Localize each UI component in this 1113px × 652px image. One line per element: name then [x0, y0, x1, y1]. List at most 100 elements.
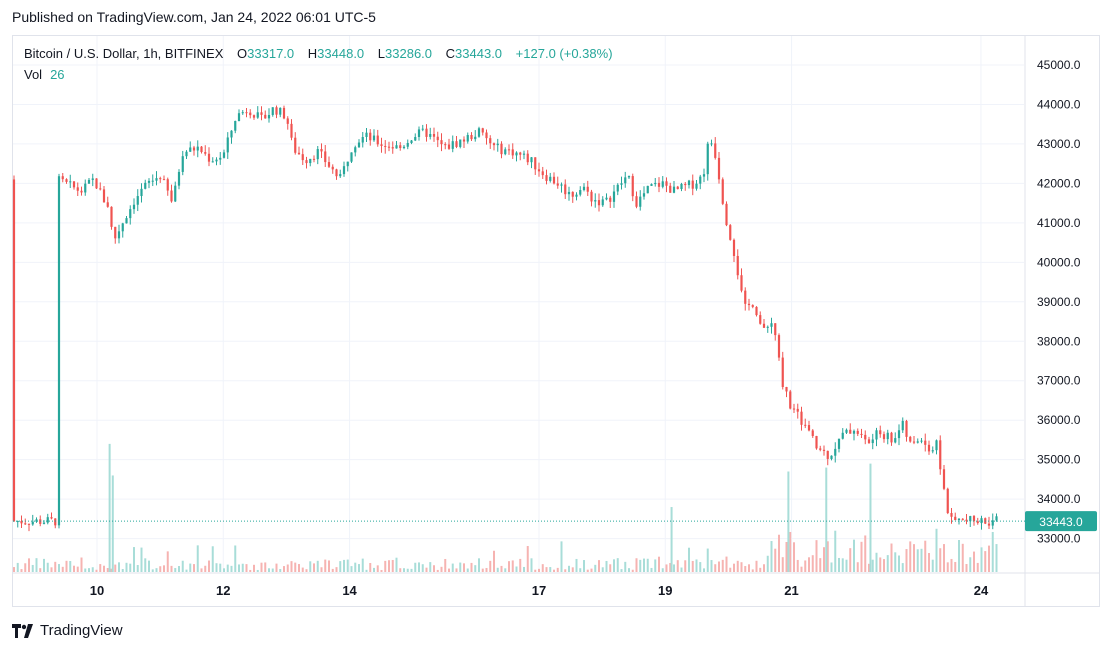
candle-body — [65, 179, 68, 182]
volume-bar — [144, 558, 147, 572]
volume-bar — [684, 560, 687, 572]
volume-bar — [541, 564, 544, 572]
volume-bar — [391, 559, 394, 572]
candle-body — [755, 306, 758, 316]
candle-body — [387, 146, 391, 148]
volume-bar — [886, 555, 889, 572]
x-tick-label: 10 — [90, 583, 104, 598]
candle-body — [384, 145, 387, 147]
volume-bar — [976, 562, 979, 572]
candle-body — [946, 488, 949, 514]
chart-frame[interactable] — [12, 35, 1100, 607]
y-tick-label: 36000.0 — [1037, 413, 1081, 427]
volume-bar — [28, 558, 30, 572]
candle-body — [436, 136, 439, 141]
candle-body — [837, 438, 841, 449]
volume-bar — [425, 567, 428, 572]
candle-body — [485, 132, 488, 139]
volume-legend: Vol 26 — [24, 67, 65, 82]
candle-body — [927, 444, 931, 452]
candle-body — [125, 218, 128, 224]
volume-bar — [740, 562, 743, 572]
candle-body — [95, 178, 98, 189]
candle-body — [635, 196, 638, 207]
candle-body — [556, 183, 559, 186]
candle-body — [500, 143, 503, 155]
volume-bar — [658, 556, 660, 572]
volume-bar — [466, 568, 469, 572]
volume-bar — [121, 569, 124, 572]
volume-bar — [860, 541, 863, 572]
volume-bar — [868, 563, 870, 572]
volume-bar — [590, 568, 593, 572]
candle-body — [376, 135, 379, 145]
candle-body — [174, 185, 177, 202]
volume-bar — [781, 557, 784, 572]
candle-body — [534, 157, 537, 170]
volume-bar — [238, 564, 240, 572]
volume-bar — [155, 568, 158, 572]
symbol-title: Bitcoin / U.S. Dollar, 1h, BITFINEX — [24, 46, 224, 61]
volume-bar — [91, 567, 94, 572]
tradingview-logo[interactable]: TradingView — [12, 622, 123, 639]
candle-body — [185, 151, 188, 157]
x-tick-label: 14 — [342, 583, 357, 598]
volume-spike — [787, 471, 790, 572]
candle-body — [504, 149, 507, 155]
volume-bar — [823, 547, 825, 572]
volume-bar — [43, 558, 45, 572]
candle-body — [200, 146, 203, 153]
y-tick-label: 35000.0 — [1037, 453, 1081, 467]
volume-bar — [271, 568, 274, 572]
volume-bar — [733, 563, 735, 572]
candle-body — [470, 135, 473, 140]
volume-bar — [774, 548, 777, 572]
candle-body — [800, 411, 803, 425]
y-tick-label: 38000.0 — [1037, 334, 1081, 348]
candle-body — [744, 290, 747, 304]
candle-body — [16, 521, 19, 523]
candle-body — [477, 128, 481, 137]
volume-bar — [646, 558, 649, 572]
candle-body — [856, 430, 859, 434]
volume-bar — [433, 565, 435, 572]
candle-body — [684, 183, 687, 186]
candle-body — [507, 149, 511, 151]
candle-body — [391, 147, 394, 149]
volume-bar — [834, 530, 837, 572]
candle-body — [774, 323, 777, 336]
volume-bar — [785, 542, 788, 572]
volume-bar — [16, 562, 19, 572]
volume-bar — [755, 560, 758, 572]
volume-bar — [170, 565, 173, 572]
candle-body — [447, 144, 451, 149]
candle-body — [897, 430, 901, 439]
open-label: O — [237, 46, 248, 61]
candle-body — [567, 191, 571, 195]
candle-body — [594, 200, 597, 202]
volume-bar — [909, 541, 912, 572]
volume-bar — [856, 562, 859, 572]
candle-body — [117, 231, 121, 239]
candle-body — [275, 107, 278, 115]
candle-body — [31, 521, 34, 525]
candle-body — [852, 430, 856, 434]
volume-bar — [504, 568, 507, 572]
volume-bar — [931, 559, 934, 572]
candle-body — [702, 174, 706, 177]
volume-bar — [680, 567, 683, 572]
candle-body — [342, 166, 346, 175]
candle-body — [620, 183, 623, 185]
candle-body — [552, 176, 556, 184]
volume-bar — [545, 567, 548, 572]
volume-bar — [714, 564, 717, 572]
candle-body — [672, 186, 676, 193]
candle-body — [474, 136, 477, 140]
time-axis: 10 12 14 17 19 21 24 — [90, 583, 989, 598]
volume-bar — [898, 555, 900, 572]
volume-bar — [984, 551, 987, 572]
candle-body — [346, 161, 349, 167]
volume-bar — [605, 560, 608, 572]
candle-body — [942, 469, 946, 489]
